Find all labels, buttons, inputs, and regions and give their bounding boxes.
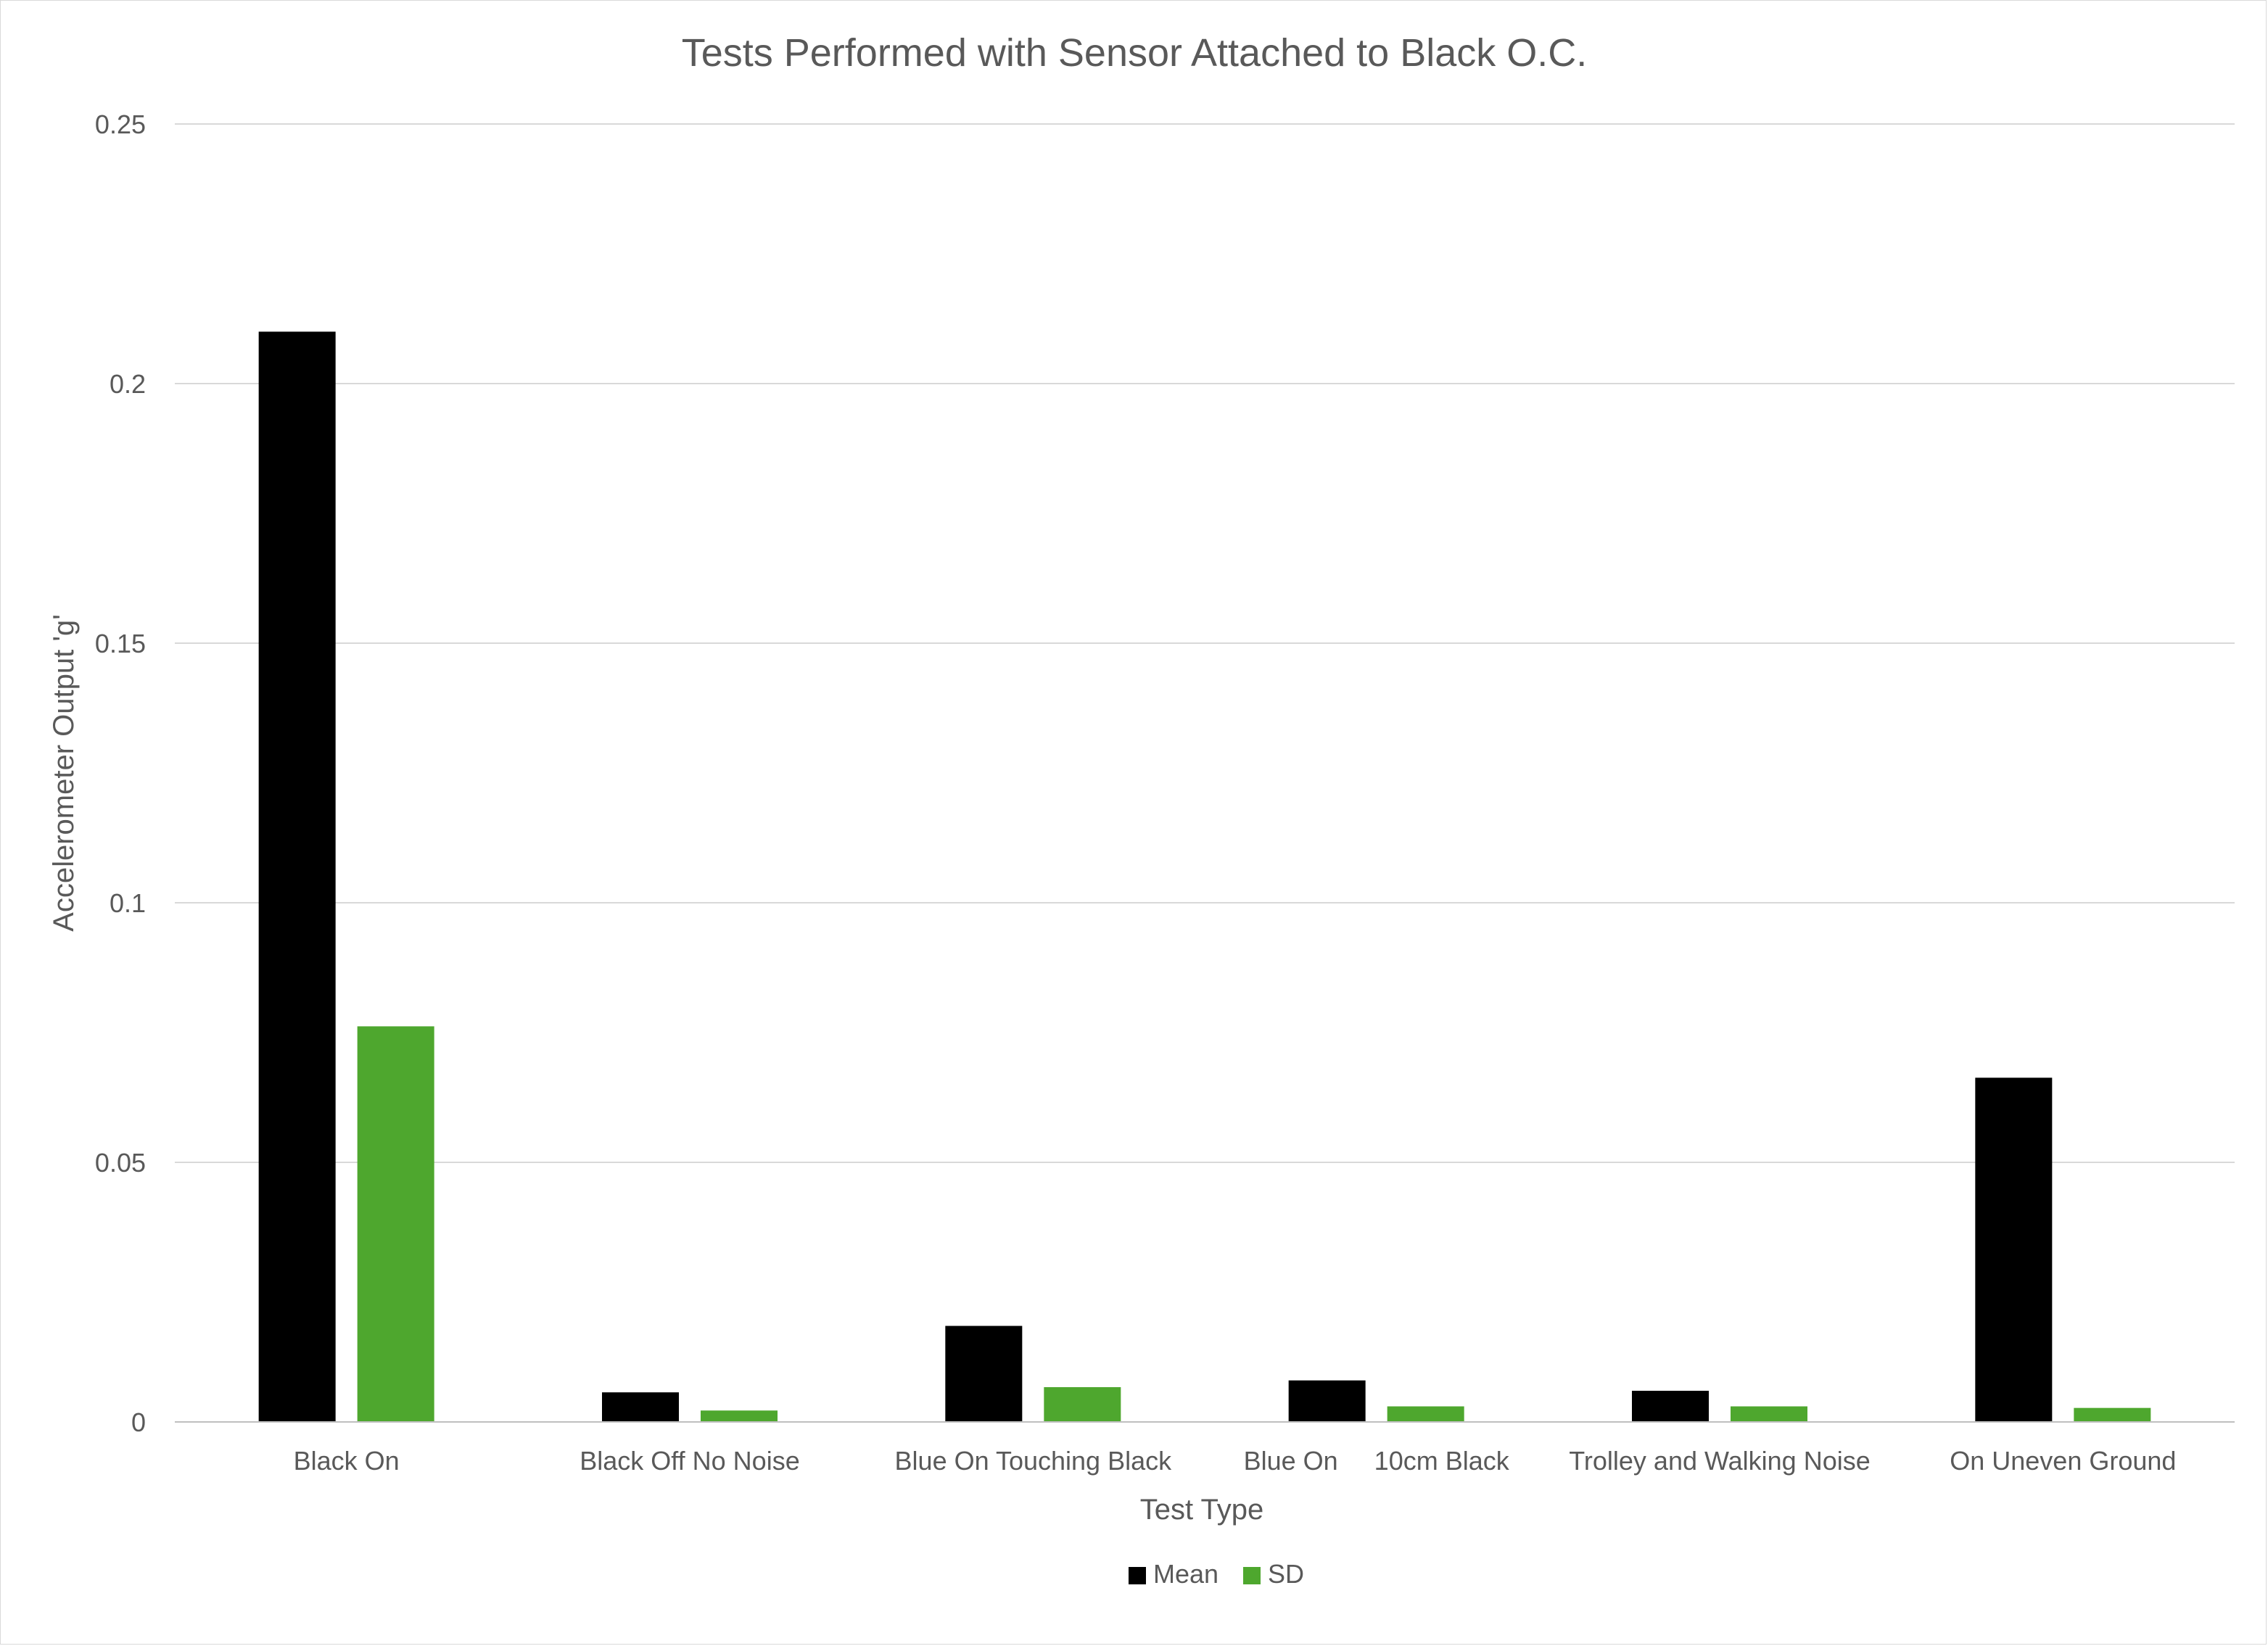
x-tick-label: On Uneven Ground (1950, 1446, 2176, 1476)
gridlines (175, 123, 2235, 1163)
bar-mean (258, 331, 336, 1422)
x-tick-label: Blue On 10cm Black (1244, 1446, 1510, 1476)
bar-mean (602, 1392, 679, 1422)
legend-label-mean: Mean (1153, 1559, 1218, 1589)
legend-swatch-sd (1243, 1567, 1261, 1584)
bar-sd (701, 1410, 778, 1422)
y-tick-label: 0.2 (110, 369, 146, 399)
bar-sd (1387, 1406, 1464, 1422)
bar-mean (1288, 1380, 1366, 1422)
y-tick-label: 0.25 (95, 109, 146, 139)
x-tick-label: Black On (294, 1446, 400, 1476)
bar-mean (1632, 1391, 1709, 1422)
y-tick-label: 0.05 (95, 1148, 146, 1178)
x-tick-label: Trolley and Walking Noise (1569, 1446, 1871, 1476)
y-axis-ticks: 0 0.05 0.1 0.15 0.2 0.25 (95, 109, 146, 1437)
bar-sd (357, 1026, 434, 1422)
x-tick-label: Black Off No Noise (580, 1446, 799, 1476)
bar-sd (1731, 1406, 1807, 1422)
x-axis-label: Test Type (1140, 1494, 1263, 1526)
legend: Mean SD (1129, 1559, 1304, 1589)
legend-swatch-mean (1129, 1567, 1146, 1584)
bar-mean (945, 1326, 1023, 1422)
x-axis-ticks: Black On Black Off No Noise Blue On Touchi… (294, 1446, 2177, 1476)
bar-mean (1975, 1078, 2053, 1422)
y-tick-label: 0.15 (95, 629, 146, 658)
y-tick-label: 0 (131, 1407, 146, 1437)
bars (258, 331, 2151, 1422)
x-tick-label: Blue On Touching Black (895, 1446, 1173, 1476)
legend-label-sd: SD (1268, 1559, 1304, 1589)
y-axis-label: Accelerometer Output 'g' (48, 614, 80, 932)
bar-sd (2074, 1407, 2151, 1422)
y-tick-label: 0.1 (110, 888, 146, 918)
bar-sd (1044, 1387, 1121, 1422)
chart-title: Tests Performed with Sensor Attached to … (682, 31, 1588, 75)
